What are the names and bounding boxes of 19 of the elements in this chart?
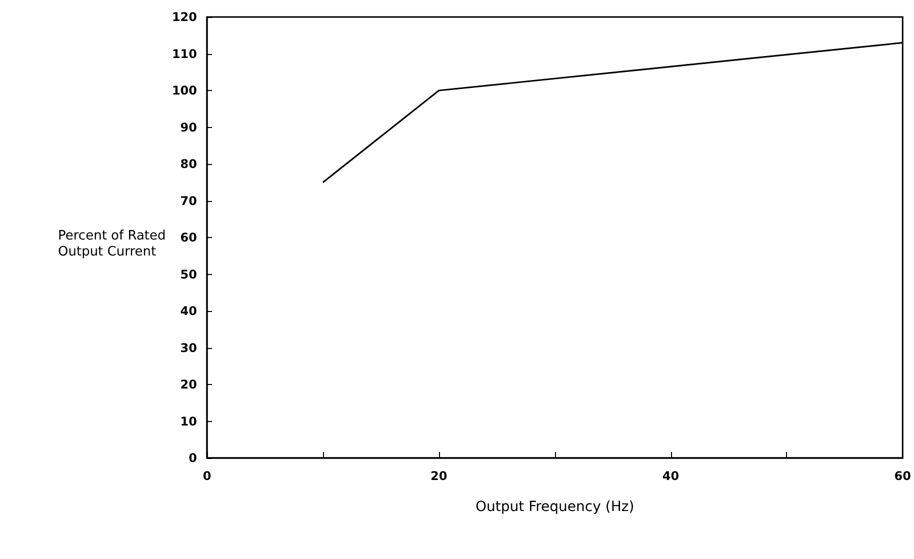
y-tick-label: 110 xyxy=(172,46,197,61)
y-tick-label: 80 xyxy=(180,157,197,171)
x-tick-label: 40 xyxy=(662,469,680,483)
y-tick-label: 20 xyxy=(180,378,197,392)
x-tick-label: 0 xyxy=(202,469,212,483)
x-tick-label: 20 xyxy=(430,469,448,483)
y-axis-title: Percent of Rated Output Current xyxy=(58,228,170,260)
y-tick-label: 50 xyxy=(180,267,197,282)
y-tick-label: 120 xyxy=(172,10,197,24)
y-tick-label: 30 xyxy=(180,340,197,355)
x-tick-label: 60 xyxy=(894,469,911,483)
x-axis-title: Output Frequency (Hz) xyxy=(475,499,634,515)
y-tick-label: 90 xyxy=(180,120,197,134)
y-tick-label: 60 xyxy=(180,230,197,244)
y-tick-label: 100 xyxy=(172,84,197,98)
y-tick-label: 70 xyxy=(180,194,197,208)
y-tick-label: 0 xyxy=(188,451,197,465)
y-tick-label: 10 xyxy=(180,414,197,428)
y-tick-label: 40 xyxy=(180,304,197,318)
